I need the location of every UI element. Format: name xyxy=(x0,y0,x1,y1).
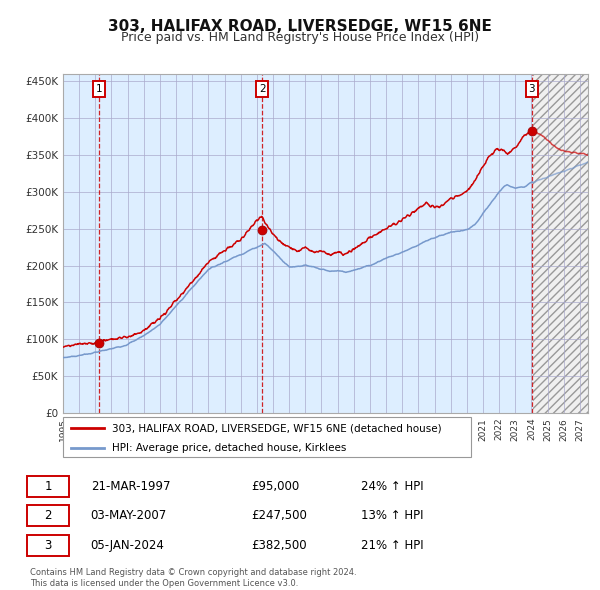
Text: 2: 2 xyxy=(259,84,266,94)
Text: 303, HALIFAX ROAD, LIVERSEDGE, WF15 6NE: 303, HALIFAX ROAD, LIVERSEDGE, WF15 6NE xyxy=(108,19,492,34)
Text: 1: 1 xyxy=(95,84,102,94)
FancyBboxPatch shape xyxy=(27,505,68,526)
Text: 21% ↑ HPI: 21% ↑ HPI xyxy=(361,539,424,552)
Text: HPI: Average price, detached house, Kirklees: HPI: Average price, detached house, Kirk… xyxy=(112,444,346,454)
Text: 2: 2 xyxy=(44,509,52,522)
FancyBboxPatch shape xyxy=(63,417,471,457)
Bar xyxy=(533,74,588,413)
FancyBboxPatch shape xyxy=(27,535,68,556)
Text: Price paid vs. HM Land Registry's House Price Index (HPI): Price paid vs. HM Land Registry's House … xyxy=(121,31,479,44)
Text: 1: 1 xyxy=(44,480,52,493)
Text: 03-MAY-2007: 03-MAY-2007 xyxy=(91,509,167,522)
Text: 13% ↑ HPI: 13% ↑ HPI xyxy=(361,509,424,522)
FancyBboxPatch shape xyxy=(27,476,68,497)
Text: £382,500: £382,500 xyxy=(251,539,307,552)
Text: 21-MAR-1997: 21-MAR-1997 xyxy=(91,480,170,493)
Text: 3: 3 xyxy=(44,539,52,552)
Text: 05-JAN-2024: 05-JAN-2024 xyxy=(91,539,164,552)
Bar xyxy=(63,74,533,413)
Text: 3: 3 xyxy=(529,84,535,94)
Text: £95,000: £95,000 xyxy=(251,480,299,493)
Text: 303, HALIFAX ROAD, LIVERSEDGE, WF15 6NE (detached house): 303, HALIFAX ROAD, LIVERSEDGE, WF15 6NE … xyxy=(112,424,442,434)
Text: £247,500: £247,500 xyxy=(251,509,307,522)
Text: Contains HM Land Registry data © Crown copyright and database right 2024.
This d: Contains HM Land Registry data © Crown c… xyxy=(30,568,356,588)
Text: 24% ↑ HPI: 24% ↑ HPI xyxy=(361,480,424,493)
